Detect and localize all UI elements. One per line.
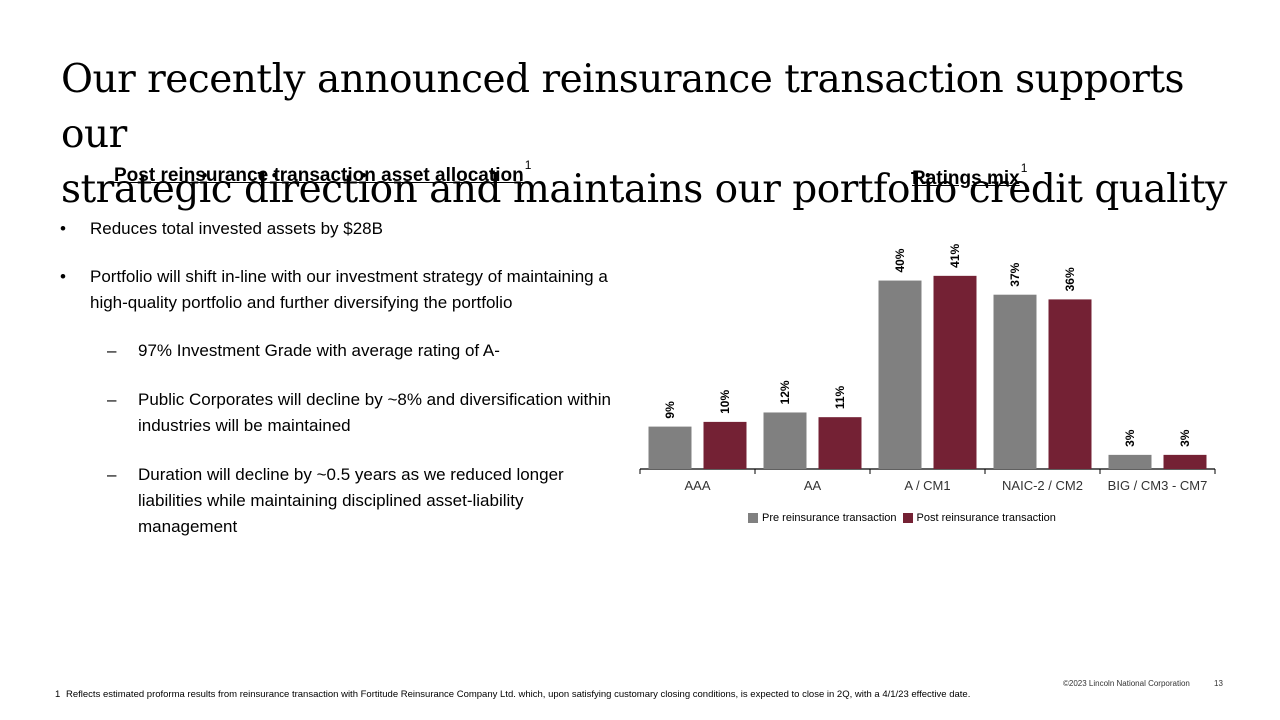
copyright: ©2023 Lincoln National Corporation bbox=[1063, 679, 1190, 688]
bar-data-label: 40% bbox=[893, 248, 907, 272]
page-number: 13 bbox=[1214, 679, 1223, 688]
bullet-item: • Portfolio will shift in-line with our … bbox=[60, 264, 620, 316]
category-label: AA bbox=[804, 478, 822, 493]
bar-pre-1 bbox=[763, 412, 807, 469]
bar-pre-4 bbox=[1108, 454, 1152, 469]
bullet-text: Portfolio will shift in-line with our in… bbox=[90, 267, 608, 312]
bullet-item: • Reduces total invested assets by $28B bbox=[60, 216, 620, 242]
footnote: 1 Reflects estimated proforma results fr… bbox=[55, 688, 1035, 702]
footnote-text: Reflects estimated proforma results from… bbox=[66, 689, 971, 700]
bar-data-label: 11% bbox=[833, 385, 847, 409]
ratings-mix-footnote-ref: 1 bbox=[1020, 161, 1028, 175]
bar-pre-0 bbox=[648, 426, 692, 469]
dash-marker: – bbox=[107, 465, 117, 484]
footnote-number: 1 bbox=[55, 689, 61, 700]
bar-pre-2 bbox=[878, 280, 922, 469]
page-title: Our recently announced reinsurance trans… bbox=[61, 52, 1251, 217]
bar-data-label: 9% bbox=[663, 401, 677, 419]
sub-bullet-text: 97% Investment Grade with average rating… bbox=[138, 341, 500, 360]
bullet-text: Reduces total invested assets by $28B bbox=[90, 219, 383, 238]
bar-post-0 bbox=[703, 421, 747, 469]
bullet-marker: • bbox=[60, 267, 66, 286]
legend-item-pre: Pre reinsurance transaction bbox=[748, 512, 897, 524]
asset-allocation-footnote-ref: 1 bbox=[524, 158, 532, 172]
asset-allocation-heading: Post reinsurance transaction asset alloc… bbox=[114, 158, 531, 187]
category-label: A / CM1 bbox=[904, 478, 950, 493]
legend-label-post: Post reinsurance transaction bbox=[916, 512, 1056, 524]
ratings-mix-chart: 9% 10% AAA 12% 11% AA 40% 41% A / CM1 37% 36% NAIC-… bbox=[639, 243, 1216, 493]
ratings-mix-heading-text: Ratings mix bbox=[912, 168, 1020, 189]
sub-bullet-text: Public Corporates will decline by ~8% an… bbox=[138, 390, 611, 435]
bar-pre-3 bbox=[993, 294, 1037, 469]
page-title-line-2: strategic direction and maintains our po… bbox=[61, 167, 1227, 212]
bar-data-label: 37% bbox=[1008, 262, 1022, 286]
legend-label-pre: Pre reinsurance transaction bbox=[762, 512, 897, 524]
legend-swatch-pre bbox=[748, 513, 758, 523]
sub-bullet-text: Duration will decline by ~0.5 years as w… bbox=[138, 465, 564, 536]
bar-post-3 bbox=[1048, 299, 1092, 469]
chart-legend: Pre reinsurance transaction Post reinsur… bbox=[748, 512, 1062, 524]
ratings-mix-heading: Ratings mix1 bbox=[912, 161, 1027, 190]
bullet-marker: • bbox=[60, 219, 66, 238]
bar-post-4 bbox=[1163, 454, 1207, 469]
bar-data-label: 10% bbox=[718, 390, 732, 414]
dash-marker: – bbox=[107, 341, 117, 360]
bar-post-2 bbox=[933, 275, 977, 469]
bar-post-1 bbox=[818, 417, 862, 469]
bar-data-label: 3% bbox=[1123, 429, 1137, 447]
sub-bullet-item: – Public Corporates will decline by ~8% … bbox=[60, 387, 620, 439]
legend-item-post: Post reinsurance transaction bbox=[902, 512, 1056, 524]
dash-marker: – bbox=[107, 390, 117, 409]
category-label: NAIC-2 / CM2 bbox=[1002, 478, 1083, 493]
category-label: BIG / CM3 - CM7 bbox=[1108, 478, 1208, 493]
asset-allocation-heading-text: Post reinsurance transaction asset alloc… bbox=[114, 165, 524, 186]
bar-data-label: 41% bbox=[948, 243, 962, 267]
sub-bullet-item: – 97% Investment Grade with average rati… bbox=[60, 338, 620, 364]
bar-data-label: 3% bbox=[1178, 429, 1192, 447]
page-title-line-1: Our recently announced reinsurance trans… bbox=[61, 57, 1185, 157]
bar-data-label: 12% bbox=[778, 380, 792, 404]
bullet-list: • Reduces total invested assets by $28B … bbox=[60, 216, 620, 563]
legend-swatch-post bbox=[902, 513, 913, 523]
category-label: AAA bbox=[684, 478, 710, 493]
sub-bullet-item: – Duration will decline by ~0.5 years as… bbox=[60, 462, 620, 540]
bar-data-label: 36% bbox=[1063, 267, 1077, 291]
